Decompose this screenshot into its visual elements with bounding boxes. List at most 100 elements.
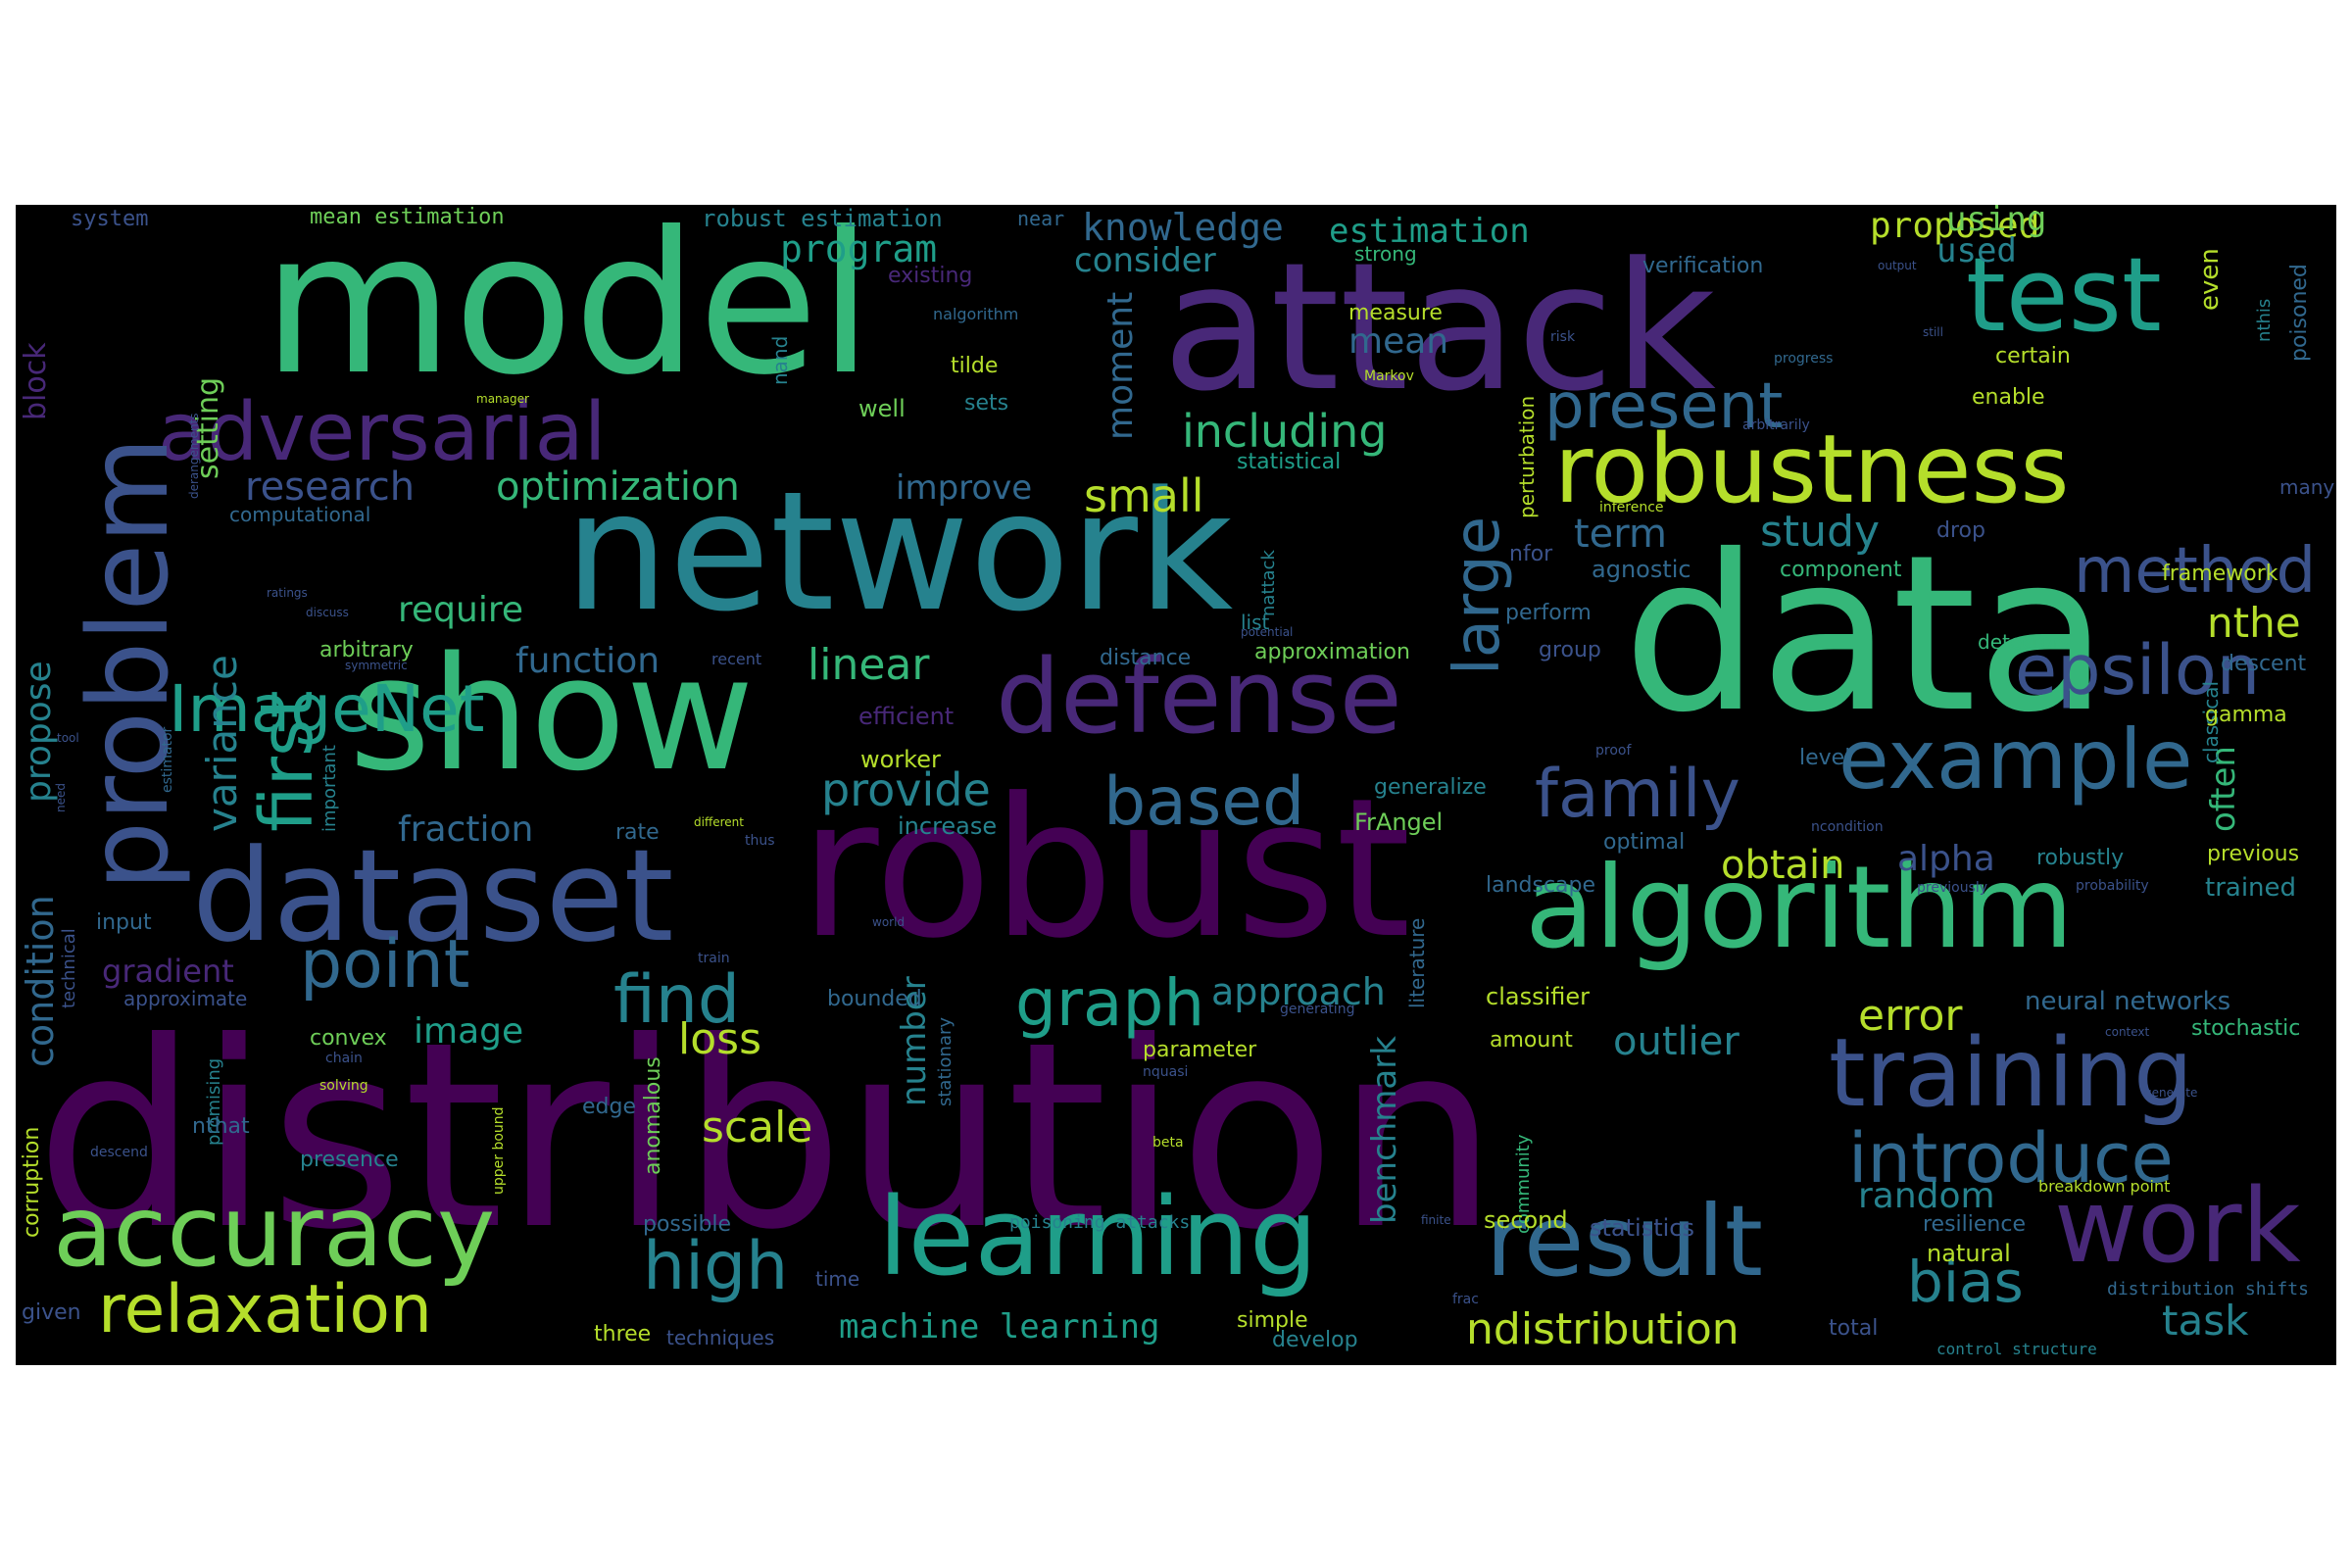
word-near: near — [1017, 207, 1065, 230]
word-descend: descend — [90, 1145, 148, 1160]
word-attack: attack — [1162, 225, 1716, 430]
word-nquasi: nquasi — [1143, 1064, 1189, 1080]
word-develop: develop — [1272, 1328, 1358, 1352]
word-first: first — [245, 690, 329, 832]
word-classifier: classifier — [1486, 983, 1590, 1010]
word-different: different — [694, 815, 744, 829]
word-mean-estimation: mean estimation — [310, 205, 505, 229]
word-arbitrarily: arbitrarily — [1742, 417, 1810, 433]
word-amount: amount — [1490, 1028, 1573, 1053]
word-landscape: landscape — [1486, 873, 1596, 898]
word-large: large — [1442, 515, 1514, 675]
word-generalize: generalize — [1374, 775, 1487, 800]
word-term: term — [1574, 512, 1667, 557]
word-alpha: alpha — [1897, 839, 1995, 879]
word-recent: recent — [711, 650, 762, 668]
word-loss: loss — [678, 1014, 761, 1064]
word-potential: potential — [1241, 625, 1294, 639]
word-epsilon: epsilon — [2015, 630, 2261, 710]
word-defense: defense — [996, 637, 1402, 757]
word-list: list — [1241, 611, 1270, 634]
word-world: world — [872, 915, 906, 929]
word-trained: trained — [2205, 873, 2297, 903]
word-mean: mean — [1348, 321, 1449, 362]
word-beta: beta — [1152, 1135, 1184, 1151]
word-robustly: robustly — [2036, 846, 2125, 870]
word-proposed: proposed — [1870, 206, 2040, 246]
word-model: model — [263, 205, 873, 418]
word-statistics: statistics — [1590, 1214, 1694, 1242]
word-point: point — [300, 926, 470, 1004]
word-still: still — [1923, 325, 1943, 339]
word-symmetric: symmetric — [345, 659, 408, 672]
word-efficient: efficient — [858, 703, 955, 730]
word-robustness: robustness — [1554, 415, 2070, 524]
word-well: well — [858, 395, 906, 422]
word-worker: worker — [860, 746, 941, 773]
word-accuracy: accuracy — [53, 1174, 496, 1289]
word-nfor: nfor — [1509, 542, 1553, 566]
word-small: small — [1084, 469, 1204, 522]
word-rate: rate — [615, 820, 660, 845]
word-even: even — [2195, 248, 2225, 311]
word-derangements: derangements — [187, 413, 201, 499]
word-framework: framework — [2162, 562, 2278, 586]
word-tool: tool — [57, 731, 79, 745]
word-stationary: stationary — [935, 1016, 956, 1106]
word-resilience: resilience — [1923, 1212, 2027, 1237]
word-estimator: estimator — [160, 726, 175, 793]
word-nthat: nthat — [192, 1114, 250, 1139]
word-condition: condition — [19, 895, 62, 1067]
word-enable: enable — [1972, 385, 2045, 410]
word-error: error — [1858, 991, 1963, 1041]
word-optimal: optimal — [1603, 830, 1686, 855]
word-existing: existing — [888, 264, 973, 288]
word-proof: proof — [1595, 743, 1632, 759]
word-poisoning-attacks: poisoning attacks — [1009, 1212, 1191, 1233]
word-consider: consider — [1074, 241, 1216, 280]
word-cloud: distribution model attack data network r… — [16, 205, 2336, 1365]
word-network: network — [564, 456, 1234, 648]
word-data: data — [1623, 509, 2109, 760]
word-test: test — [1966, 235, 2162, 355]
word-imagenet: ImageNet — [169, 671, 485, 747]
word-train: train — [698, 951, 730, 966]
word-ndistribution: ndistribution — [1466, 1304, 1740, 1354]
word-nand: nand — [768, 335, 792, 385]
word-presence: presence — [300, 1148, 399, 1172]
word-find: find — [613, 961, 741, 1039]
word-work: work — [2054, 1166, 2301, 1286]
word-nthe: nthe — [2207, 599, 2301, 647]
word-control-structure: control structure — [1936, 1340, 2097, 1358]
word-distribution-shifts: distribution shifts — [2107, 1279, 2309, 1299]
word-study: study — [1760, 507, 1881, 557]
word-moment: moment — [1101, 291, 1141, 440]
word-example: example — [1838, 711, 2193, 808]
word-discuss: discuss — [306, 606, 349, 619]
word-parameter: parameter — [1143, 1038, 1257, 1062]
word-output: output — [1878, 259, 1917, 272]
word-gradient: gradient — [102, 953, 234, 990]
word-upper-bound: upper bound — [491, 1106, 507, 1195]
word-outlier: outlier — [1613, 1019, 1740, 1064]
word-literature: literature — [1405, 917, 1429, 1008]
word-inference: inference — [1599, 500, 1664, 515]
word-using: using — [1946, 205, 2047, 239]
word-level: level — [1799, 746, 1851, 770]
word-certain: certain — [1995, 344, 2071, 368]
word-system: system — [71, 207, 149, 231]
word-increase: increase — [898, 812, 998, 840]
word-need: need — [54, 783, 68, 812]
word-drop: drop — [1936, 518, 1985, 543]
word-input: input — [96, 910, 152, 935]
word-computational: computational — [229, 503, 371, 526]
word-chain: chain — [325, 1051, 363, 1066]
word-fraction: fraction — [398, 809, 534, 850]
word-component: component — [1780, 558, 1902, 582]
word-machine-learning: machine learning — [839, 1307, 1160, 1347]
word-obtain: obtain — [1721, 843, 1845, 888]
word-manager: manager — [476, 392, 529, 406]
word-progress: progress — [1774, 351, 1834, 367]
word-benchmark: benchmark — [1365, 1036, 1404, 1224]
word-anomalous: anomalous — [641, 1056, 665, 1175]
